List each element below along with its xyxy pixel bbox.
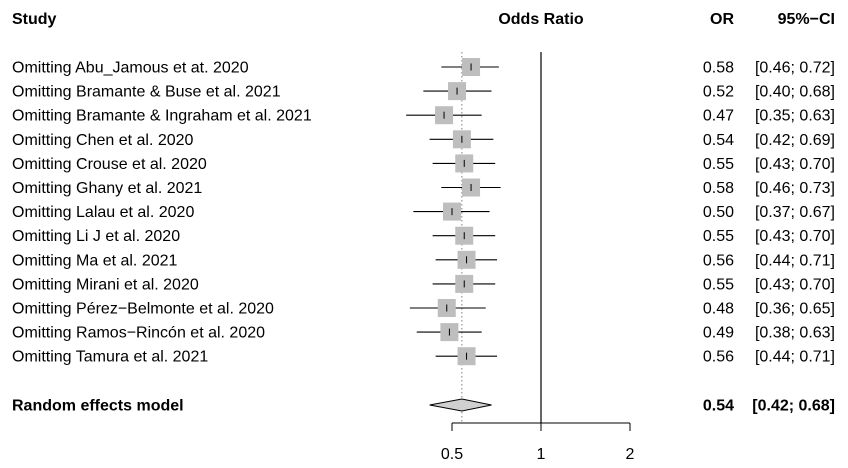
- guide-lines: [461, 52, 542, 423]
- study-label: Omitting Crouse et al. 2020: [12, 156, 207, 173]
- or-value: 0.55: [703, 228, 734, 245]
- ci-value: [0.38; 0.63]: [755, 325, 835, 342]
- ci-value: [0.42; 0.69]: [755, 132, 835, 149]
- or-value: 0.50: [703, 204, 734, 221]
- pooled-row: Random effects model 0.54 [0.42; 0.68]: [12, 398, 835, 415]
- study-row: Omitting Ramos−Rincón et al. 2020 0.49 [0.…: [12, 323, 835, 342]
- study-row: Omitting Bramante & Ingraham et al. 2021…: [12, 106, 835, 125]
- or-value: 0.55: [703, 156, 734, 173]
- study-row: Omitting Tamura et al. 2021 0.56 [0.44; 0.…: [12, 347, 835, 366]
- study-row: Omitting Mirani et al. 2020 0.55 [0.43; 0.…: [12, 274, 835, 293]
- or-value: 0.58: [703, 60, 734, 77]
- study-label: Omitting Ghany et al. 2021: [12, 180, 202, 197]
- study-rows: Omitting Abu_Jamous et at. 2020 0.58 [0.46…: [12, 58, 835, 366]
- pooled-label: Random effects model: [12, 398, 184, 415]
- or-value: 0.58: [703, 180, 734, 197]
- study-row: Omitting Ma et al. 2021 0.56 [0.44; 0.71]: [12, 250, 835, 269]
- or-value: 0.52: [703, 84, 734, 101]
- ci-value: [0.40; 0.68]: [755, 84, 835, 101]
- study-label: Omitting Pérez−Belmonte et al. 2020: [12, 301, 274, 318]
- header-or: OR: [710, 11, 734, 28]
- ci-value: [0.44; 0.71]: [755, 349, 835, 366]
- ci-value: [0.36; 0.65]: [755, 301, 835, 318]
- ci-value: [0.46; 0.73]: [755, 180, 835, 197]
- study-row: Omitting Chen et al. 2020 0.54 [0.42; 0.69…: [12, 130, 835, 149]
- pooled-ci-value: [0.42; 0.68]: [752, 398, 835, 415]
- axis-tick-label: 1: [537, 446, 546, 463]
- or-value: 0.49: [703, 325, 734, 342]
- study-label: Omitting Lalau et al. 2020: [12, 204, 194, 221]
- study-row: Omitting Pérez−Belmonte et al. 2020 0.48 […: [12, 299, 835, 318]
- study-label: Omitting Li J et al. 2020: [12, 228, 180, 245]
- study-label: Omitting Bramante & Buse et al. 2021: [12, 84, 281, 101]
- axis-tick-label: 2: [626, 446, 635, 463]
- axis-tick-label: 0.5: [441, 446, 463, 463]
- or-value: 0.47: [703, 108, 734, 125]
- or-value: 0.54: [703, 132, 734, 149]
- study-label: Omitting Bramante & Ingraham et al. 2021: [12, 108, 312, 125]
- study-label: Omitting Ramos−Rincón et al. 2020: [12, 325, 265, 342]
- study-row: Omitting Bramante & Buse et al. 2021 0.52…: [12, 82, 835, 101]
- ci-value: [0.46; 0.72]: [755, 60, 835, 77]
- or-value: 0.55: [703, 276, 734, 293]
- study-row: Omitting Li J et al. 2020 0.55 [0.43; 0.70…: [12, 226, 835, 245]
- study-label: Omitting Tamura et al. 2021: [12, 349, 208, 366]
- header-study: Study: [12, 11, 57, 28]
- study-row: Omitting Abu_Jamous et at. 2020 0.58 [0.46…: [12, 58, 835, 77]
- ci-value: [0.43; 0.70]: [755, 156, 835, 173]
- x-axis: 0.5 1 2: [441, 422, 635, 463]
- study-row: Omitting Lalau et al. 2020 0.50 [0.37; 0.6…: [12, 202, 835, 221]
- study-label: Omitting Abu_Jamous et at. 2020: [12, 60, 249, 77]
- pooled-diamond: [429, 398, 492, 412]
- study-row: Omitting Crouse et al. 2020 0.55 [0.43; 0.…: [12, 154, 835, 173]
- or-value: 0.56: [703, 252, 734, 269]
- study-row: Omitting Ghany et al. 2021 0.58 [0.46; 0.7…: [12, 178, 835, 197]
- or-value: 0.56: [703, 349, 734, 366]
- ci-value: [0.44; 0.71]: [755, 252, 835, 269]
- ci-value: [0.35; 0.63]: [755, 108, 835, 125]
- study-label: Omitting Chen et al. 2020: [12, 132, 194, 149]
- study-label: Omitting Mirani et al. 2020: [12, 276, 199, 293]
- study-label: Omitting Ma et al. 2021: [12, 252, 178, 269]
- ci-value: [0.43; 0.70]: [755, 276, 835, 293]
- header-ci: 95%−CI: [778, 11, 835, 28]
- header-odds-ratio: Odds Ratio: [498, 11, 584, 28]
- or-value: 0.48: [703, 301, 734, 318]
- header-row: Study Odds Ratio OR 95%−CI: [12, 11, 835, 28]
- pooled-or-value: 0.54: [703, 398, 734, 415]
- ci-value: [0.37; 0.67]: [755, 204, 835, 221]
- ci-value: [0.43; 0.70]: [755, 228, 835, 245]
